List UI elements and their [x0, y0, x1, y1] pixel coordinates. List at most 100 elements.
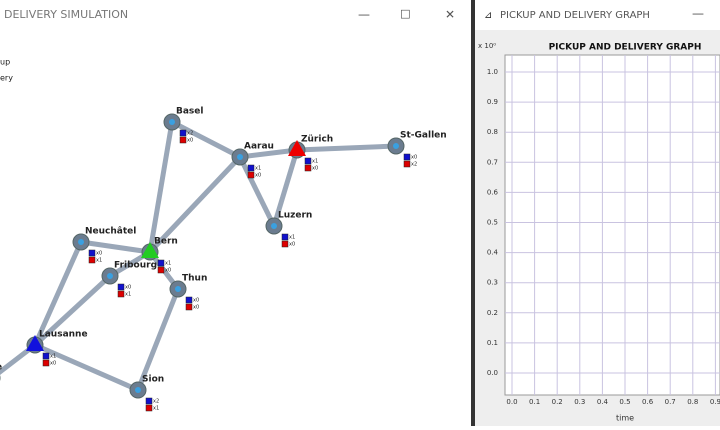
count-box	[42, 359, 50, 367]
window-title: PICKUP AND DELIVERY GRAPH	[500, 10, 650, 21]
minimize-button[interactable]: —	[692, 7, 704, 21]
city-core	[271, 223, 277, 229]
road	[271, 149, 300, 227]
count-label: x0	[187, 138, 193, 144]
city-label: St-Gallen	[400, 131, 447, 141]
road	[32, 240, 84, 347]
count-box	[247, 164, 255, 172]
city-core	[169, 119, 175, 125]
city-core	[78, 239, 84, 245]
y-tick-label: 0.9	[487, 98, 498, 106]
city-label: Luzern	[278, 211, 312, 221]
x-tick-label: 0.2	[552, 398, 563, 406]
count-box	[145, 404, 153, 412]
count-box	[179, 136, 187, 144]
city-core	[175, 286, 181, 292]
city-core	[107, 273, 113, 279]
count-box	[157, 259, 165, 267]
x-tick-label: 0.3	[574, 398, 585, 406]
vehicle-marker	[288, 140, 306, 156]
count-label: x0	[165, 268, 171, 274]
y-tick-label: 0.0	[487, 369, 498, 377]
city-label: Basel	[176, 107, 203, 117]
plot: 1.0 0.9 0.8 0.7 0.6 0.5 0.4 0.3 0.2 0.1 0.0 0.0 0.1 0…	[487, 55, 720, 406]
vehicle-marker	[26, 335, 44, 351]
x-tick-label: 0.5	[619, 398, 630, 406]
y-tick-label: 0.2	[487, 309, 498, 317]
x-tick-label: 0.8	[687, 398, 698, 406]
road	[170, 119, 242, 160]
city-label: Lausanne	[39, 330, 88, 340]
y-tick-label: 1.0	[487, 68, 498, 76]
count-label: x0	[193, 305, 199, 311]
graph-title: PICKUP AND DELIVERY GRAPH	[549, 43, 702, 53]
window-title: DELIVERY SIMULATION	[4, 8, 128, 21]
count-label: x0	[255, 173, 261, 179]
maximize-button[interactable]: ☐	[400, 8, 411, 22]
count-box	[185, 303, 193, 311]
y-tick-label: 0.7	[487, 158, 498, 166]
legend-entry: ery	[0, 74, 13, 83]
city-label: Sion	[142, 375, 164, 385]
count-box	[88, 249, 96, 257]
count-label: x1	[165, 261, 171, 267]
city-label: Fribourg	[114, 261, 157, 271]
map: Baselx2x0Aaraux1x0Zürichx1x0St-Gallenx0x…	[0, 107, 447, 412]
x-axis-label: time	[616, 414, 634, 423]
count-box	[304, 164, 312, 172]
window-divider	[471, 0, 475, 426]
count-label: x0	[125, 285, 131, 291]
count-label: x1	[289, 235, 295, 241]
x-tick-label: 0.6	[642, 398, 654, 406]
count-box	[185, 296, 193, 304]
count-box	[281, 233, 289, 241]
title-bar	[475, 0, 720, 30]
legend-entry: up	[0, 58, 10, 67]
x-tick-label: 0.1	[529, 398, 540, 406]
road	[148, 155, 242, 254]
y-tick-label: 0.4	[487, 249, 499, 257]
count-label: x0	[193, 298, 199, 304]
vehicle-marker	[141, 242, 159, 258]
count-label: x1	[96, 258, 102, 264]
count-label: x2	[187, 131, 193, 137]
count-label: x2	[411, 162, 417, 168]
x-tick-label: 0.4	[597, 398, 609, 406]
y-multiplier: x 10⁰	[478, 42, 496, 50]
city-core	[135, 387, 141, 393]
city-label: Thun	[182, 274, 207, 284]
count-box	[157, 266, 165, 274]
count-box	[281, 240, 289, 248]
city-label: Bern	[154, 237, 178, 247]
y-tick-label: 0.6	[487, 188, 499, 196]
y-tick-label: 0.1	[487, 339, 498, 347]
count-label: x1	[255, 166, 261, 172]
close-button[interactable]: ✕	[445, 8, 455, 22]
road	[33, 342, 140, 393]
city-label: Neuchâtel	[85, 227, 136, 237]
count-box	[247, 171, 255, 179]
app-icon: ⊿	[484, 10, 492, 21]
road	[237, 155, 277, 228]
count-box	[117, 283, 125, 291]
count-label: x1	[153, 406, 159, 412]
count-box	[117, 290, 125, 298]
road	[239, 147, 298, 160]
count-box	[403, 153, 411, 161]
count-box	[403, 160, 411, 168]
y-tick-label: 0.8	[487, 128, 498, 136]
y-tick-label: 0.5	[487, 219, 498, 227]
count-box	[179, 129, 187, 137]
road	[135, 288, 181, 391]
road	[80, 239, 151, 255]
count-label: x0	[289, 242, 295, 248]
count-label: x1	[125, 292, 131, 298]
city-label: Aarau	[244, 142, 274, 152]
y-tick-label: 0.3	[487, 279, 498, 287]
minimize-button[interactable]: —	[358, 8, 370, 22]
count-box	[42, 352, 50, 360]
road	[33, 274, 112, 347]
count-label: x1	[312, 159, 318, 165]
count-label: x1	[50, 354, 56, 360]
x-tick-label: 0.7	[665, 398, 676, 406]
